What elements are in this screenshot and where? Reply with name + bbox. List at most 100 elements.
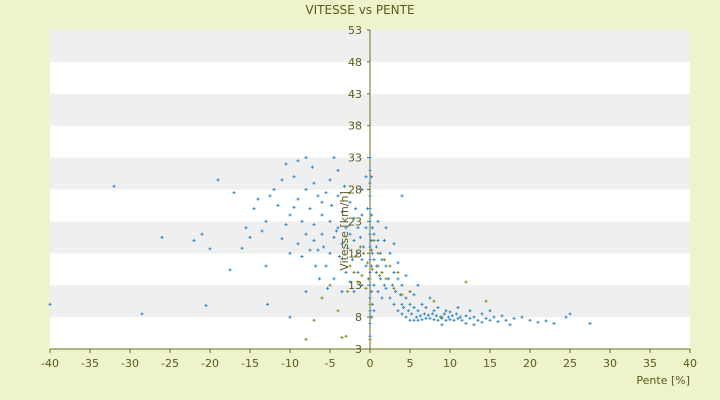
- data-point: [256, 197, 260, 201]
- data-point: [160, 235, 164, 239]
- data-point: [336, 168, 340, 172]
- x-tick-label: -20: [201, 357, 219, 370]
- data-point: [408, 290, 412, 294]
- data-point: [340, 336, 344, 340]
- data-point: [528, 318, 532, 322]
- x-tick-label: -30: [121, 357, 139, 370]
- x-tick-labels: -40 -35 -30 -25 -20 -15 -10 -5 0 5 10 15 20 25 30 35 40: [41, 349, 697, 370]
- data-point: [372, 232, 376, 236]
- data-point: [376, 290, 380, 294]
- data-point: [420, 302, 424, 306]
- data-point: [436, 306, 440, 310]
- data-point: [396, 309, 400, 313]
- data-point: [252, 207, 256, 211]
- data-point: [360, 188, 364, 191]
- data-point: [356, 251, 360, 255]
- y-tick-label: 48: [348, 56, 362, 69]
- data-point: [448, 310, 452, 314]
- data-point: [378, 277, 382, 281]
- data-point: [232, 191, 236, 195]
- data-point: [200, 232, 204, 236]
- data-point: [472, 315, 476, 319]
- data-point: [382, 258, 386, 262]
- data-point: [406, 309, 410, 313]
- data-point: [366, 261, 370, 265]
- data-point: [304, 337, 308, 341]
- data-point: [312, 239, 316, 243]
- y-tick-label: 28: [348, 184, 362, 197]
- x-tick-label: 40: [683, 357, 697, 370]
- data-point: [140, 312, 144, 316]
- data-point: [412, 306, 416, 310]
- x-tick-label: -15: [241, 357, 259, 370]
- y-tick-label: 33: [348, 152, 362, 165]
- data-point: [304, 232, 308, 236]
- data-point: [410, 312, 414, 316]
- data-point: [360, 258, 364, 262]
- data-point: [374, 264, 378, 268]
- data-point: [430, 312, 434, 316]
- data-point: [392, 302, 396, 306]
- x-tick-label: 10: [443, 357, 457, 370]
- data-point: [332, 235, 336, 239]
- data-point: [370, 267, 374, 271]
- data-point: [320, 200, 324, 204]
- data-point: [396, 270, 400, 274]
- y-tick-label: 3: [355, 343, 362, 356]
- data-point: [484, 316, 488, 320]
- data-point: [568, 312, 572, 316]
- data-point: [450, 314, 454, 318]
- data-point: [440, 315, 444, 319]
- data-point: [362, 245, 366, 249]
- data-point: [436, 318, 440, 322]
- x-tick-label: -10: [281, 357, 299, 370]
- data-point: [330, 203, 334, 207]
- data-point: [370, 248, 374, 252]
- data-point: [408, 318, 412, 322]
- x-tick-label: -5: [325, 357, 336, 370]
- data-point: [318, 277, 322, 281]
- data-point: [536, 320, 540, 324]
- data-point: [428, 296, 432, 300]
- data-point: [492, 315, 496, 319]
- data-point: [368, 321, 372, 325]
- data-point: [304, 188, 308, 191]
- data-point: [552, 321, 556, 325]
- data-point: [368, 156, 372, 160]
- data-point: [340, 242, 344, 246]
- data-point: [368, 207, 372, 211]
- data-point: [354, 254, 358, 258]
- data-point: [344, 226, 348, 230]
- data-point: [296, 242, 300, 246]
- data-point: [380, 270, 384, 274]
- data-point: [310, 165, 314, 169]
- data-point: [464, 280, 468, 284]
- data-point: [368, 258, 372, 262]
- data-point: [488, 309, 492, 313]
- data-point: [370, 264, 374, 268]
- data-point: [544, 319, 548, 323]
- data-point: [296, 159, 300, 163]
- data-point: [376, 219, 380, 223]
- data-point: [284, 223, 288, 227]
- data-point: [272, 188, 276, 191]
- data-point: [384, 264, 388, 268]
- data-point: [476, 318, 480, 322]
- data-point: [358, 245, 362, 249]
- data-point: [368, 232, 372, 236]
- data-point: [244, 226, 248, 230]
- data-point: [352, 216, 356, 220]
- data-point: [328, 219, 332, 223]
- data-point: [368, 283, 372, 287]
- data-point: [444, 309, 448, 313]
- data-point: [390, 283, 394, 287]
- data-point: [480, 320, 484, 324]
- data-point: [364, 175, 368, 179]
- data-point: [416, 318, 420, 322]
- data-point: [374, 270, 378, 274]
- data-point: [342, 184, 346, 188]
- data-point: [280, 237, 284, 241]
- data-point: [388, 251, 392, 255]
- data-point: [440, 323, 444, 327]
- x-tick-label: 20: [523, 357, 537, 370]
